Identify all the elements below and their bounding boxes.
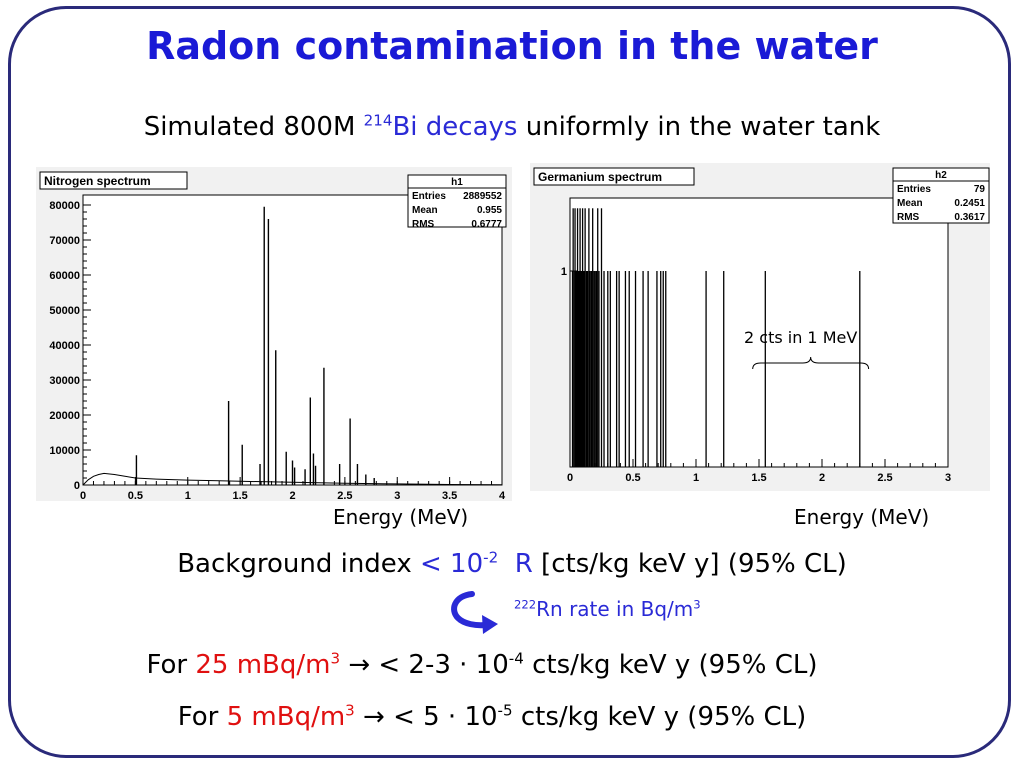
for1-rate-exp: 3 [330,649,341,668]
for1-rate: 25 mBq/m [195,650,331,680]
stats-label: Mean [412,205,438,216]
x-tick-label: 2 [289,490,295,501]
x-tick-label: 3 [394,490,400,501]
for-5-line: For 5 mBq/m3 → < 5 · 10-5 cts/kg keV y (… [0,702,1004,732]
nitrogen-spectrum-chart: Nitrogen spectrum h1 Entries 2889552 Mean 0.9… [39,171,507,501]
y-tick-label: 60000 [49,270,80,282]
y-tick-label: 0 [74,480,80,492]
y-tick-label: 20000 [49,410,80,422]
x-tick-label: 0.5 [128,490,143,501]
for2-exp: -5 [497,701,513,720]
x-tick-label: 3.5 [442,490,457,501]
plot-area [82,194,503,486]
slide-title: Radon contamination in the water [146,24,878,68]
x-tick-label: 2 [819,472,825,484]
x-tick-label: 1.5 [751,472,766,484]
stats-box [407,174,507,228]
subtitle-isotope: 214 [363,111,393,130]
y-tick-label: 70000 [49,235,80,247]
subtitle-element: Bi [392,112,418,142]
germanium-spectrum-chart: Germanium spectrum h2 Entries 79 Mean 0.2451 R… [533,167,990,484]
slide-subtitle: Simulated 800M 214Bi decays uniformly in… [0,112,1024,142]
y-tick-label: 1 [561,266,567,278]
for1-post: cts/kg keV y (95% CL) [523,650,818,680]
radon-unit-exp: 3 [693,597,701,612]
x-tick-label: 3 [945,472,951,484]
nitrogen-xaxis-label: Energy (MeV) [333,505,469,529]
background-exp: -2 [483,548,499,567]
chart-title: Nitrogen spectrum [44,174,151,188]
chart-title-box [533,167,695,186]
germanium-xaxis-label: Energy (MeV) [794,505,930,529]
stats-label: RMS [897,212,920,223]
subtitle-decays: decays [417,112,518,142]
radon-isotope: 222 [514,597,537,612]
y-tick-label: 40000 [49,340,80,352]
stats-value: 79 [974,184,986,195]
radon-rate-note: 222Rn rate in Bq/m3 [514,597,701,621]
y-tick-label: 80000 [49,200,80,212]
radon-text: Rn rate in Bq/m [536,597,694,621]
stats-name: h2 [935,170,947,181]
x-tick-label: 1 [693,472,699,484]
plot-area [569,197,949,468]
background-post: [cts/kg keV y] (95% CL) [532,549,847,579]
subtitle-pre: Simulated 800M [143,112,364,142]
spectrum-continuum [82,472,503,486]
background-pre: Background index [177,549,420,579]
curved-arrow-icon [451,591,498,634]
for2-pre: For [177,702,227,732]
subtitle-post: uniformly in the water tank [517,112,881,142]
background-R: R [514,549,533,579]
germanium-spectrum-panel: Germanium spectrum h2 Entries 79 Mean 0.2451 R… [530,163,990,491]
stats-name: h1 [451,177,463,188]
stats-value: 0.6777 [471,219,502,230]
annotation-brace [752,356,870,370]
y-tick-label: 30000 [49,375,80,387]
for1-pre: For [146,650,196,680]
chart-title-box [39,171,188,190]
x-tick-label: 2.5 [877,472,892,484]
for-25-line: For 25 mBq/m3 → < 2-3 · 10-4 cts/kg keV … [0,650,994,680]
nitrogen-spectrum-panel: Nitrogen spectrum h1 Entries 2889552 Mean 0.9… [36,167,512,501]
stats-label: Entries [897,184,931,195]
for1-exp: -4 [508,649,524,668]
x-tick-label: 2.5 [337,490,352,501]
for2-rate-exp: 3 [345,701,355,720]
for2-post: cts/kg keV y (95% CL) [512,702,807,732]
x-tick-label: 1 [185,490,191,501]
annotation-text: 2 cts in 1 MeV [744,328,857,347]
stats-label: RMS [412,219,435,230]
y-tick-label: 10000 [49,445,80,457]
stats-value: 0.3617 [954,212,985,223]
stats-value: 2889552 [463,191,502,202]
chart-title: Germanium spectrum [538,170,662,184]
stats-label: Mean [897,198,923,209]
y-tick-label: 50000 [49,305,80,317]
x-tick-label: 0 [80,490,86,501]
x-tick-label: 4 [499,490,506,501]
background-index-line: Background index < 10-2 R [cts/kg keV y]… [0,549,1024,579]
x-tick-label: 0.5 [625,472,640,484]
for2-rate: 5 mBq/m [226,702,346,732]
x-tick-label: 0 [567,472,573,484]
slide-frame [8,6,1011,758]
stats-value: 0.2451 [954,198,985,209]
stats-value: 0.955 [477,205,502,216]
for2-arrow: → < 5 · 10 [354,702,498,732]
for1-arrow: → < 2-3 · 10 [340,650,509,680]
stats-label: Entries [412,191,446,202]
x-tick-label: 1.5 [232,490,247,501]
stats-box [892,167,990,224]
background-limit: < 10 [420,549,484,579]
